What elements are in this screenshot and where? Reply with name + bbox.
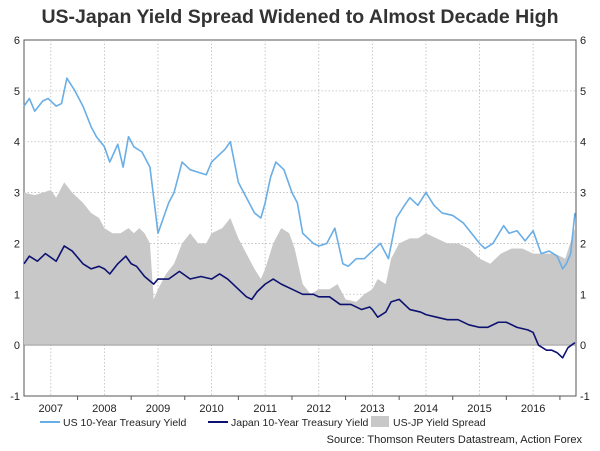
series-lines-group bbox=[23, 77, 576, 359]
y-tick-left: -1 bbox=[10, 391, 20, 403]
y-tick-right: 1 bbox=[580, 289, 586, 301]
y-tick-right: 5 bbox=[580, 86, 586, 98]
y-axis-right: -1 0 1 2 3 4 5 6 bbox=[580, 35, 590, 403]
y-tick-right: 3 bbox=[580, 188, 586, 200]
japan-yield-line bbox=[23, 245, 576, 359]
x-tick-label: 2015 bbox=[467, 403, 491, 415]
y-tick-left: 4 bbox=[14, 137, 20, 149]
x-axis: 2007 2008 2009 2010 2011 2012 2013 2014 2015 2016 bbox=[39, 396, 561, 415]
legend-spread-swatch bbox=[371, 416, 389, 427]
x-tick-label: 2014 bbox=[414, 403, 438, 415]
y-axis-left: -1 0 1 2 3 4 5 6 bbox=[10, 35, 20, 403]
y-tick-right: -1 bbox=[580, 391, 590, 403]
legend-us-label: US 10-Year Treasury Yield bbox=[63, 417, 187, 429]
spread-area bbox=[24, 182, 575, 346]
y-tick-right: 0 bbox=[580, 340, 586, 352]
x-tick-label: 2010 bbox=[199, 403, 223, 415]
x-tick-label: 2008 bbox=[92, 403, 116, 415]
y-tick-left: 2 bbox=[14, 238, 20, 250]
y-tick-left: 1 bbox=[14, 289, 20, 301]
legend-spread-label: US-JP Yield Spread bbox=[393, 417, 486, 429]
legend-jp-label: Japan 10-Year Treasury Yield bbox=[231, 417, 369, 429]
x-tick-label: 2007 bbox=[39, 403, 63, 415]
x-tick-label: 2016 bbox=[521, 403, 545, 415]
legend: US 10-Year Treasury Yield Japan 10-Year … bbox=[40, 416, 486, 429]
x-tick-label: 2012 bbox=[307, 403, 331, 415]
y-tick-left: 0 bbox=[14, 340, 20, 352]
spread-area-group bbox=[24, 182, 575, 346]
y-tick-left: 6 bbox=[14, 35, 20, 47]
x-tick-label: 2013 bbox=[360, 403, 384, 415]
chart-title: US-Japan Yield Spread Widened to Almost … bbox=[41, 6, 559, 28]
y-tick-right: 2 bbox=[580, 238, 586, 250]
x-tick-label: 2011 bbox=[253, 403, 277, 415]
y-tick-right: 4 bbox=[580, 137, 586, 149]
y-tick-left: 3 bbox=[14, 188, 20, 200]
source-note: Source: Thomson Reuters Datastream, Acti… bbox=[327, 434, 583, 446]
y-tick-right: 6 bbox=[580, 35, 586, 47]
x-tick-label: 2009 bbox=[146, 403, 170, 415]
us-yield-line bbox=[23, 77, 576, 270]
y-tick-left: 5 bbox=[14, 86, 20, 98]
